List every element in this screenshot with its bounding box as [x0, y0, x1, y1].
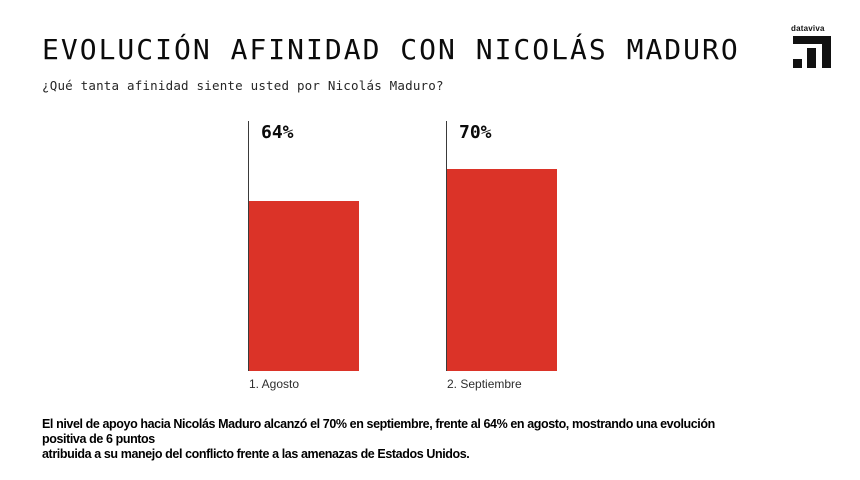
bar-category-label: 2. Septiembre [447, 377, 522, 391]
bar-value-label: 70% [459, 122, 492, 143]
bar-value-label: 64% [261, 122, 294, 143]
brand-logo: dataviva [791, 24, 833, 68]
page-title: EVOLUCIÓN AFINIDAD CON NICOLÁS MADURO [42, 33, 740, 66]
bar-category-label: 1. Agosto [249, 377, 300, 391]
bar-axis-line [446, 121, 447, 371]
bar-group-agosto: 64% 1. Agosto [248, 121, 359, 391]
bar-axis-line [248, 121, 249, 371]
dataviva-logo-icon [793, 36, 831, 68]
summary-line-1: El nivel de apoyo hacia Nicolás Maduro a… [42, 417, 715, 446]
summary-line-2: atribuida a su manejo del conflicto fren… [42, 447, 470, 461]
bar-group-septiembre: 70% 2. Septiembre [446, 121, 557, 391]
bar-agosto [249, 201, 359, 371]
summary-text: El nivel de apoyo hacia Nicolás Maduro a… [42, 417, 752, 462]
bar-septiembre [447, 169, 557, 371]
chart-subtitle: ¿Qué tanta afinidad siente usted por Nic… [42, 78, 444, 93]
brand-name: dataviva [791, 24, 825, 33]
